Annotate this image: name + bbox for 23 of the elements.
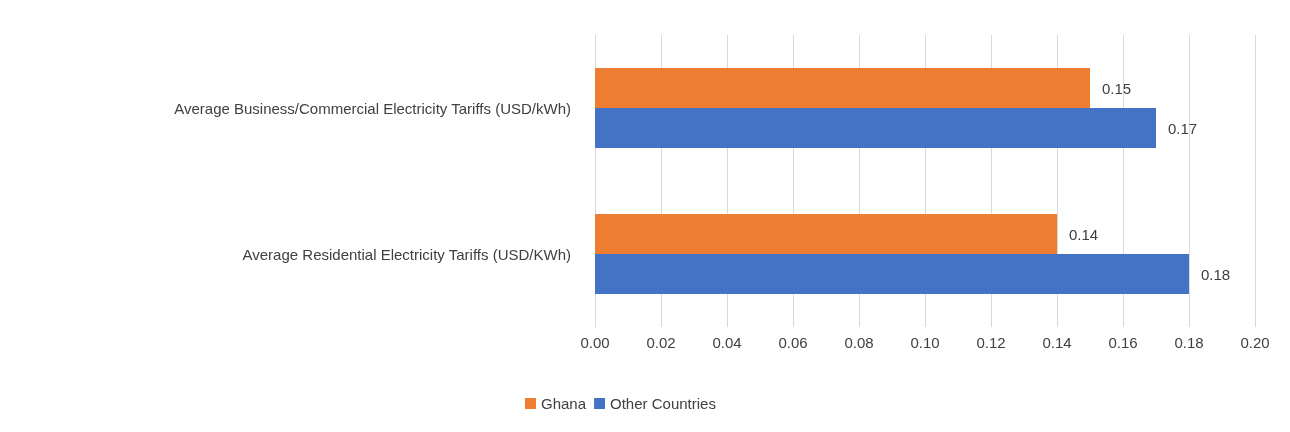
x-tick-label: 0.04 (712, 334, 742, 351)
bar (595, 214, 1057, 254)
legend-label: Other Countries (610, 395, 716, 412)
x-tick-label: 0.10 (910, 334, 940, 351)
x-tick-label: 0.16 (1108, 334, 1138, 351)
data-label: 0.17 (1168, 119, 1198, 137)
x-tick-label: 0.06 (778, 334, 808, 351)
x-tick-label: 0.14 (1042, 334, 1072, 351)
data-label: 0.18 (1201, 265, 1231, 283)
x-tick-label: 0.20 (1240, 334, 1270, 351)
x-tick-label: 0.08 (844, 334, 874, 351)
x-tick-label: 0.18 (1174, 334, 1204, 351)
y-tick-label: Average Business/Commercial Electricity Tariffs (USD/kWh) (174, 99, 571, 117)
x-tick-label: 0.12 (976, 334, 1006, 351)
data-label: 0.15 (1102, 79, 1132, 97)
data-label: 0.14 (1069, 225, 1099, 243)
bar (595, 68, 1090, 108)
y-tick-label: Average Residential Electricity Tariffs (USD/KWh) (242, 245, 571, 263)
bar (595, 254, 1189, 294)
bar (595, 108, 1156, 148)
x-tick-label: 0.00 (580, 334, 610, 351)
x-tick-label: 0.02 (646, 334, 676, 351)
legend-label: Ghana (541, 395, 587, 412)
